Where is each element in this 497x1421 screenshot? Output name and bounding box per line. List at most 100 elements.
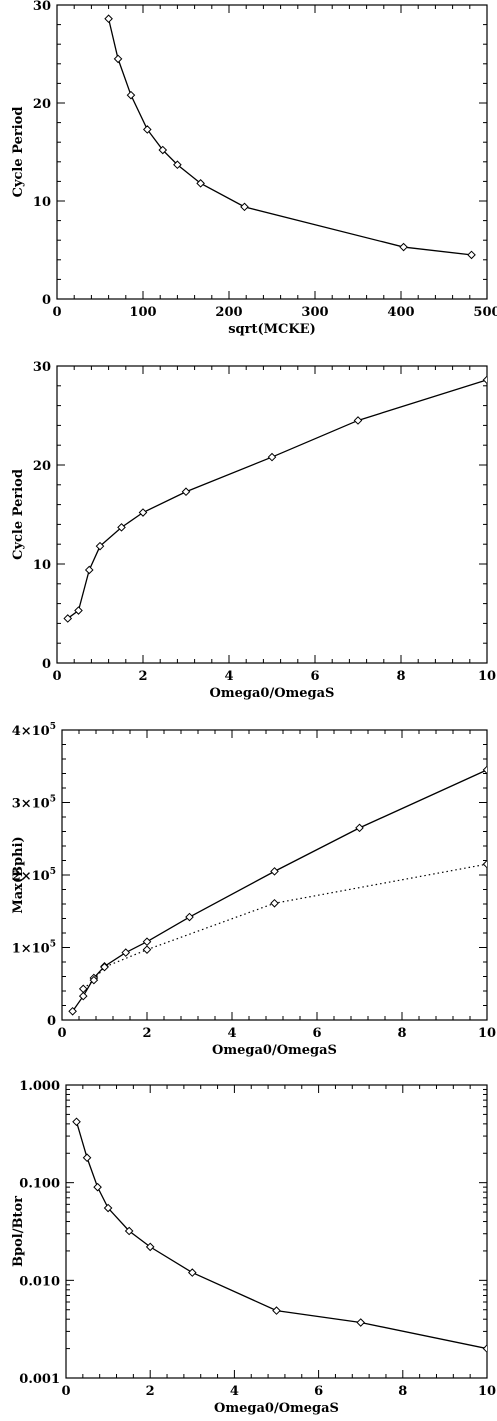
- x-axis-title: Omega0/OmegaS: [210, 686, 335, 701]
- y-axis-title: Bpol/Btor: [11, 1196, 26, 1267]
- chart-3: 0 2 4 6 8 10 0 1×105 2×105 3×105 4×105 Omega0/Omega…: [11, 722, 496, 1058]
- data-point: [78, 991, 88, 1001]
- y-tick-label: 30: [33, 360, 51, 375]
- x-tick-label: 0: [52, 669, 61, 684]
- x-tick-label: 6: [312, 1026, 321, 1041]
- data-point: [93, 1182, 102, 1192]
- data-point: [482, 859, 487, 869]
- y-tick-label: 0: [42, 293, 51, 308]
- data-point: [74, 606, 83, 615]
- y-tick-label: 1×105: [12, 940, 56, 957]
- data-point: [399, 242, 408, 252]
- data-point: [142, 945, 152, 954]
- x-tick-label: 10: [478, 1026, 496, 1041]
- x-tick-label: 10: [478, 669, 496, 684]
- data-point: [95, 541, 105, 551]
- data-point: [78, 984, 88, 994]
- data-point: [467, 250, 476, 260]
- data-point: [270, 867, 279, 876]
- data-point: [63, 614, 73, 623]
- data-point: [142, 937, 152, 947]
- x-tick-label: 0: [52, 305, 61, 320]
- x-tick-label: 4: [230, 1384, 239, 1399]
- data-point: [356, 1318, 366, 1327]
- data-point: [113, 54, 123, 64]
- x-tick-label: 400: [387, 305, 414, 320]
- chart-4: 0 2 4 6 8 10 0.001 0.010 0.100 1.000 Omega0/OmegaS…: [11, 1079, 496, 1416]
- x-tick-label: 4: [224, 669, 233, 684]
- y-axis-title: Cycle Period: [11, 469, 26, 560]
- data-point: [158, 145, 168, 155]
- x-tick-label: 0: [61, 1384, 70, 1399]
- y-tick-label: 30: [33, 0, 51, 14]
- data-point: [185, 912, 194, 922]
- data-point: [187, 1268, 197, 1277]
- y-tick-label: 2×105: [12, 867, 56, 884]
- y-tick-label: 0: [47, 1014, 56, 1029]
- data-point: [196, 179, 205, 188]
- data-point: [482, 1344, 487, 1353]
- data-point: [100, 962, 109, 972]
- y-tick-label: 10: [33, 558, 51, 573]
- chart-2: 0 2 4 6 8 10 0 10 20 30 Omega0/OmegaS Cycle Period: [11, 360, 496, 701]
- data-point: [270, 898, 279, 908]
- data-point: [145, 1242, 155, 1252]
- y-tick-label: 0.100: [19, 1177, 60, 1192]
- series-line: [82, 863, 487, 990]
- data-point: [353, 416, 363, 425]
- x-tick-label: 4: [227, 1026, 236, 1041]
- data-point: [89, 975, 99, 985]
- y-axis-title: Cycle Period: [11, 107, 26, 198]
- x-tick-label: 200: [215, 305, 242, 320]
- series-line: [72, 769, 487, 1012]
- data-point: [272, 1306, 281, 1315]
- series-line: [75, 1121, 487, 1350]
- x-tick-label: 0: [57, 1026, 66, 1041]
- plot-frame: [56, 4, 488, 300]
- y-tick-label: 20: [33, 459, 51, 474]
- x-tick-label: 10: [478, 1384, 496, 1399]
- data-point: [103, 1203, 113, 1213]
- x-tick-label: 2: [146, 1384, 155, 1399]
- series-1: [68, 765, 487, 1016]
- x-tick-label: 8: [396, 669, 405, 684]
- y-tick-label: 3×105: [12, 795, 56, 812]
- data-point: [142, 125, 152, 134]
- chart-1: 0 100 200 300 400 500 0 10 20 30 sqrt(MCKE) Cycle P…: [11, 0, 497, 337]
- y-tick-label: 0.010: [19, 1274, 60, 1289]
- data-point: [482, 765, 487, 775]
- x-axis-title: sqrt(MCKE): [228, 322, 316, 337]
- data-point: [267, 452, 277, 462]
- series-2: [78, 859, 487, 994]
- series-1: [72, 1117, 487, 1353]
- series-1: [63, 375, 487, 623]
- x-axis-title: Omega0/OmegaS: [212, 1043, 337, 1058]
- plot-frame: [56, 365, 488, 664]
- y-tick-label: 10: [33, 195, 51, 210]
- series-1: [104, 14, 476, 260]
- data-point: [181, 487, 191, 497]
- x-tick-label: 2: [138, 669, 147, 684]
- data-point: [240, 202, 249, 212]
- plot-frame: [65, 1084, 488, 1379]
- series-line: [67, 379, 487, 619]
- data-point: [124, 1226, 134, 1236]
- x-tick-label: 8: [398, 1384, 407, 1399]
- data-point: [126, 90, 136, 100]
- x-tick-label: 8: [397, 1026, 406, 1041]
- data-point: [138, 508, 148, 517]
- y-tick-label: 0.001: [19, 1372, 60, 1387]
- x-tick-label: 300: [301, 305, 328, 320]
- data-point: [121, 948, 131, 957]
- y-tick-label: 4×105: [12, 722, 56, 739]
- data-point: [68, 1006, 77, 1016]
- x-tick-label: 100: [129, 305, 156, 320]
- data-point: [482, 375, 487, 385]
- data-point: [82, 1153, 92, 1163]
- data-point: [117, 523, 126, 532]
- y-tick-label: 0: [42, 657, 51, 672]
- x-axis-title: Omega0/OmegaS: [214, 1401, 339, 1416]
- data-point: [72, 1117, 81, 1127]
- series-line: [107, 18, 472, 256]
